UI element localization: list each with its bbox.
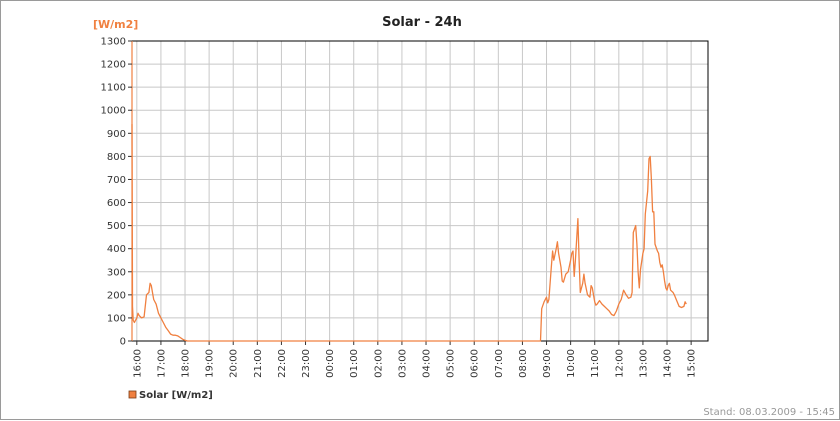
y-tick-label: 800 [107, 152, 126, 163]
chart-title: Solar - 24h [382, 15, 462, 30]
x-tick-label: 07:00 [494, 349, 505, 378]
y-tick-label: 1100 [101, 83, 126, 94]
legend-swatch [128, 390, 137, 399]
x-tick-label: 08:00 [518, 349, 529, 378]
legend: Solar [W/m2] [128, 390, 213, 401]
x-tick-label: 00:00 [325, 349, 336, 378]
x-tick-label: 17:00 [156, 349, 167, 378]
grid-layer [132, 41, 708, 341]
x-tick-label: 13:00 [638, 349, 649, 378]
x-tick-label: 09:00 [542, 349, 553, 378]
y-tick-label: 100 [107, 313, 126, 324]
x-tick-label: 23:00 [301, 349, 312, 378]
x-tick-label: 02:00 [373, 349, 384, 378]
y-tick-label: 600 [107, 198, 126, 209]
x-tick-label: 19:00 [205, 349, 216, 378]
y-axis: 0 100 200 300 400 500 600 700 800 900 1000 1100 1200… [101, 37, 133, 348]
x-tick-label: 20:00 [229, 349, 240, 378]
y-tick-label: 1000 [101, 106, 126, 117]
x-tick-label: 10:00 [566, 349, 577, 378]
timestamp: Stand: 08.03.2009 - 15:45 [703, 407, 835, 418]
x-tick-label: 11:00 [590, 349, 601, 378]
x-tick-label: 18:00 [181, 349, 192, 378]
y-tick-label: 0 [120, 337, 126, 348]
x-tick-label: 22:00 [277, 349, 288, 378]
x-tick-label: 16:00 [132, 349, 143, 378]
legend-label: Solar [W/m2] [139, 390, 213, 401]
y-tick-label: 1300 [101, 37, 126, 48]
y-axis-unit-label: [W/m2] [93, 18, 138, 31]
x-tick-label: 14:00 [663, 349, 674, 378]
y-tick-label: 1200 [101, 60, 126, 71]
y-tick-label: 300 [107, 267, 126, 278]
series-line-0 [131, 124, 687, 342]
y-tick-label: 900 [107, 129, 126, 140]
x-tick-label: 06:00 [470, 349, 481, 378]
y-tick-label: 500 [107, 221, 126, 232]
x-axis: 16:00 17:00 18:00 19:00 20:00 21:00 22:00 23:00… [132, 341, 698, 378]
x-tick-label: 15:00 [687, 349, 698, 378]
x-tick-label: 04:00 [422, 349, 433, 378]
x-tick-label: 03:00 [397, 349, 408, 378]
y-tick-label: 200 [107, 290, 126, 301]
x-tick-label: 01:00 [349, 349, 360, 378]
y-tick-label: 700 [107, 175, 126, 186]
y-tick-label: 400 [107, 244, 126, 255]
x-tick-label: 21:00 [253, 349, 264, 378]
series-layer [131, 124, 687, 342]
x-tick-label: 12:00 [614, 349, 625, 378]
x-tick-label: 05:00 [446, 349, 457, 378]
